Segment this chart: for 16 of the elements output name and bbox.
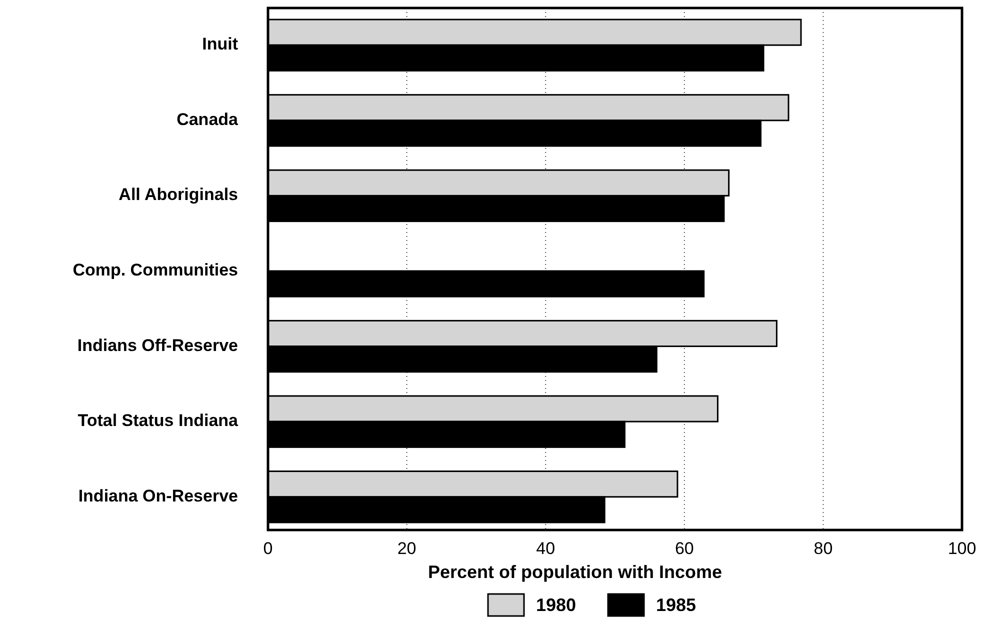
x-tick-label: 40 [536, 539, 556, 558]
x-tick-label: 80 [814, 539, 833, 558]
y-tick-label: All Aboriginals [118, 185, 238, 204]
x-tick-label: 100 [948, 539, 976, 558]
y-tick-label: Indiana On-Reserve [78, 486, 238, 506]
y-tick-label: Total Status Indiana [78, 411, 239, 430]
x-tick-label: 0 [263, 539, 273, 558]
legend-label: 1980 [536, 594, 576, 615]
x-tick-label: 60 [674, 539, 694, 558]
legend-label: 1985 [656, 594, 696, 615]
x-axis-title: Percent of population with Income [428, 562, 722, 582]
x-tick-label: 20 [397, 539, 416, 558]
y-tick-label: Comp. Communities [72, 260, 238, 280]
y-tick-label: Indians Off-Reserve [77, 336, 238, 355]
y-tick-label: Inuit [202, 34, 238, 54]
y-tick-label: Canada [176, 110, 239, 129]
